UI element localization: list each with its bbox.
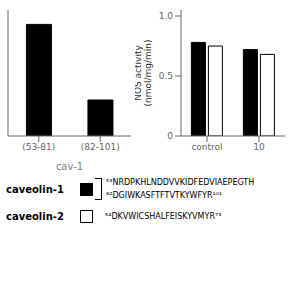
svg-text:(82-101): (82-101) [81, 142, 120, 152]
svg-text:0: 0 [167, 131, 173, 141]
svg-text:cav-1: cav-1 [56, 161, 83, 172]
html-text:caveolin-2: caveolin-2 [6, 211, 64, 222]
html-text:⁸²DGIWKASFTFTVTKYWFYR¹⁰¹: ⁸²DGIWKASFTFTVTKYWFYR¹⁰¹ [106, 191, 223, 200]
html-text:caveolin-1: caveolin-1 [6, 183, 64, 195]
svg-text:NOS activity(nmol/mg/min): NOS activity(nmol/mg/min) [135, 39, 153, 106]
svg-text:control: control [191, 142, 222, 152]
svg-text:(53-81): (53-81) [22, 142, 55, 152]
svg-text:1.0: 1.0 [159, 11, 174, 21]
svg-text:10: 10 [253, 142, 265, 152]
svg-text:0.5: 0.5 [159, 71, 173, 81]
html-text:⁵³NRDPKHLNDDVVKIDFEDVIAEPEGTH: ⁵³NRDPKHLNDDVVKIDFEDVIAEPEGTH [106, 178, 255, 187]
html-text:⁵⁴DKVWICSHALFEISKYVMYR⁷³: ⁵⁴DKVWICSHALFEISKYVMYR⁷³ [105, 212, 222, 221]
